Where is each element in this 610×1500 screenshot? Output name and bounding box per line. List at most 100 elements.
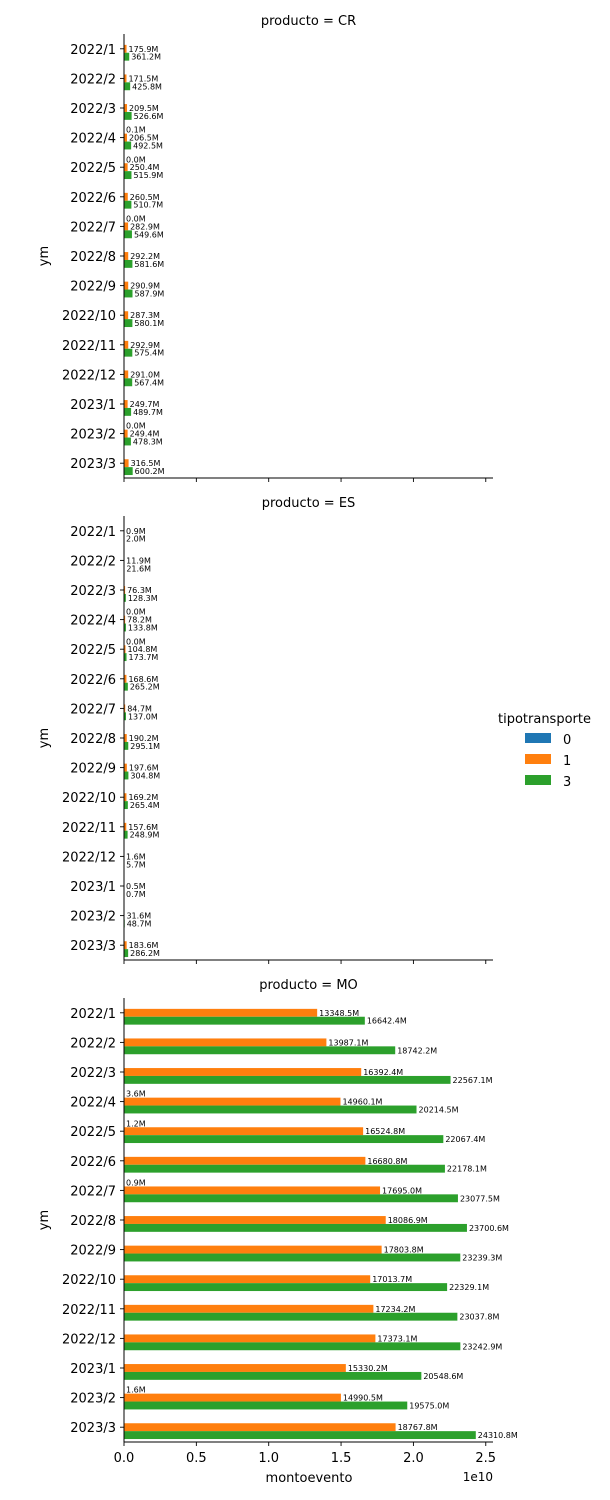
legend-label-2: 3: [563, 775, 571, 790]
y-tick-label: 2022/7: [70, 220, 116, 235]
bar: [124, 1253, 461, 1262]
y-tick-label: 2022/3: [70, 584, 116, 599]
bar: [124, 370, 129, 379]
data-label: 209.5M: [129, 104, 159, 113]
data-label: 13987.1M: [328, 1038, 368, 1047]
bar: [124, 704, 126, 713]
bar: [124, 1364, 346, 1372]
bar: [124, 1304, 374, 1313]
data-label: 190.2M: [129, 734, 159, 743]
data-label: 295.1M: [130, 742, 160, 751]
bar: [124, 111, 132, 120]
y-tick-label: 2023/1: [70, 1362, 116, 1377]
bar: [124, 252, 129, 260]
y-axis-label: ym: [37, 728, 52, 748]
bar: [124, 623, 126, 632]
bar: [124, 311, 129, 320]
bar: [124, 1245, 382, 1254]
data-label: 0.0M: [126, 422, 146, 431]
data-label: 1.6M: [126, 1386, 146, 1395]
data-label: 15330.2M: [348, 1364, 388, 1373]
data-label: 128.3M: [128, 594, 158, 603]
data-label: 137.0M: [128, 712, 158, 721]
bar: [124, 941, 127, 950]
data-label: 16392.4M: [363, 1068, 403, 1077]
bar: [124, 74, 127, 83]
y-tick-label: 2023/2: [70, 428, 116, 443]
y-tick-label: 2022/9: [70, 280, 116, 295]
data-label: 549.6M: [134, 230, 164, 239]
data-label: 265.4M: [130, 801, 160, 810]
bar: [124, 1431, 476, 1440]
x-axis-offset-label: 1e10: [463, 1470, 493, 1484]
x-tick-label: 1.0: [258, 1451, 279, 1466]
x-tick-label: 0.5: [186, 1451, 207, 1466]
bar: [124, 1334, 376, 1343]
y-tick-label: 2022/11: [62, 339, 116, 354]
bar: [124, 467, 133, 476]
data-label: 23700.6M: [469, 1224, 509, 1233]
y-tick-label: 2022/1: [70, 1007, 116, 1022]
x-axis-label: montoevento: [266, 1471, 353, 1486]
legend-item-1: 1: [525, 754, 571, 769]
facet-panel-2: producto = ES 2022/1 0.9M2.0M 2022/2 11.9M21…: [37, 496, 493, 964]
bar: [124, 104, 128, 112]
y-tick-label: 2023/2: [70, 910, 116, 925]
bar: [124, 407, 132, 416]
y-axis-label: ym: [37, 1210, 52, 1230]
data-label: 248.9M: [130, 831, 160, 840]
bar: [124, 163, 128, 172]
bar: [124, 1075, 451, 1084]
bar: [124, 222, 129, 231]
bar: [124, 141, 132, 150]
data-label: 78.2M: [127, 616, 152, 625]
y-tick-label: 2022/4: [70, 1096, 116, 1111]
data-label: 316.5M: [131, 459, 161, 468]
y-tick-label: 2022/9: [70, 762, 116, 777]
data-label: 20548.6M: [423, 1372, 463, 1381]
y-tick-label: 2022/5: [70, 1125, 116, 1140]
bar: [124, 1016, 365, 1025]
data-label: 76.3M: [127, 586, 152, 595]
bar: [124, 682, 128, 691]
legend-swatch-2: [525, 775, 551, 785]
bar: [124, 348, 133, 357]
data-label: 0.1M: [126, 126, 146, 135]
legend-title: tipotransporte: [498, 712, 591, 727]
bar: [124, 1046, 396, 1055]
y-tick-label: 2022/12: [62, 850, 116, 865]
data-label: 16680.8M: [367, 1157, 407, 1166]
y-tick-label: 2023/1: [70, 880, 116, 895]
data-label: 0.5M: [126, 882, 146, 891]
facet-panel-3: producto = MO 2022/1 13348.5M 16642.4M 2022/…: [37, 978, 518, 1466]
data-label: 361.2M: [131, 53, 161, 62]
bar: [124, 593, 126, 602]
y-tick-label: 2022/2: [70, 554, 116, 569]
bar: [124, 674, 127, 683]
bar: [124, 734, 127, 742]
data-label: 17695.0M: [382, 1186, 422, 1195]
data-label: 5.7M: [126, 860, 146, 869]
data-label: 292.2M: [130, 252, 160, 261]
x-tick-label: 2.5: [475, 1451, 496, 1466]
data-label: 567.4M: [134, 378, 164, 387]
data-label: 478.3M: [133, 437, 163, 446]
data-label: 16524.8M: [365, 1127, 405, 1136]
data-label: 22567.1M: [453, 1076, 493, 1085]
data-label: 183.6M: [129, 941, 159, 950]
bar: [124, 429, 128, 438]
data-label: 197.6M: [129, 764, 159, 773]
y-tick-label: 2022/6: [70, 1155, 116, 1170]
bar: [124, 44, 127, 53]
data-label: 600.2M: [135, 467, 165, 476]
y-tick-label: 2022/12: [62, 1332, 116, 1347]
data-label: 22067.4M: [445, 1135, 485, 1144]
data-label: 0.0M: [126, 608, 146, 617]
bar: [124, 1127, 364, 1136]
bar: [124, 171, 132, 180]
y-tick-label: 2022/12: [62, 368, 116, 383]
data-label: 18086.9M: [388, 1216, 428, 1225]
data-label: 260.5M: [130, 193, 160, 202]
bar: [124, 52, 130, 61]
